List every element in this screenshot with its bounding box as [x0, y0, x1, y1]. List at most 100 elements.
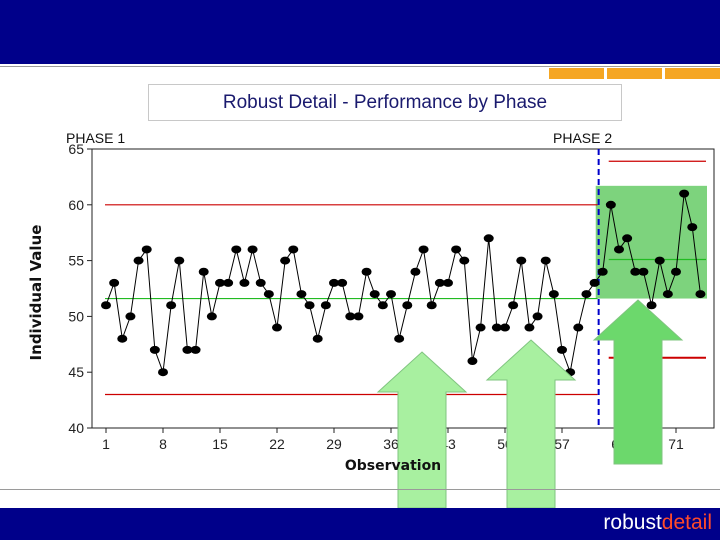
brand-suffix: detail — [661, 511, 712, 534]
data-point — [443, 278, 453, 287]
data-point — [255, 278, 266, 287]
data-point — [141, 245, 152, 254]
y-tick-label: 50 — [68, 308, 84, 324]
data-point — [671, 267, 681, 276]
control-limits — [105, 149, 706, 428]
data-point — [491, 323, 502, 332]
brand-prefix: robust — [603, 511, 662, 534]
data-point — [280, 256, 291, 265]
data-point — [182, 345, 193, 354]
data-point — [101, 301, 111, 310]
data-point — [190, 345, 201, 354]
data-point — [369, 290, 380, 299]
data-point — [272, 323, 282, 332]
data-point — [662, 290, 673, 299]
data-point — [475, 323, 486, 332]
slide-title: Robust Detail - Performance by Phase — [148, 84, 622, 121]
data-point — [402, 301, 413, 310]
data-point — [638, 267, 649, 276]
phase1-label: PHASE 1 — [66, 130, 125, 146]
data-point — [117, 334, 128, 343]
data-series — [101, 189, 706, 377]
data-point — [215, 278, 225, 287]
data-point — [532, 312, 543, 321]
data-point — [614, 245, 624, 254]
x-tick-label: 22 — [269, 436, 285, 452]
data-point — [459, 256, 470, 265]
y-tick-label: 40 — [68, 420, 84, 436]
improvement-arrows — [376, 299, 684, 508]
data-point — [304, 301, 315, 310]
improvement-arrow — [592, 299, 684, 465]
data-point — [377, 301, 388, 310]
data-point — [247, 245, 258, 254]
data-point — [394, 334, 405, 343]
improvement-arrow — [376, 351, 468, 508]
data-point — [410, 267, 421, 276]
data-point — [125, 312, 136, 321]
y-tick-label: 60 — [68, 197, 84, 213]
data-point — [320, 301, 331, 310]
data-point — [548, 290, 559, 299]
data-point — [231, 245, 242, 254]
data-point — [198, 267, 209, 276]
data-point — [426, 301, 437, 310]
data-point — [418, 245, 429, 254]
chart-labels: Observation Individual Value PHASE 1 PHASE … — [27, 130, 612, 474]
data-point — [679, 189, 690, 198]
data-point — [516, 256, 527, 265]
data-point — [483, 234, 494, 243]
x-tick-label: 57 — [554, 436, 570, 452]
data-point — [687, 223, 698, 232]
y-tick-label: 55 — [68, 253, 84, 269]
data-point — [508, 301, 519, 310]
footer-band — [0, 508, 720, 540]
data-point — [622, 234, 633, 243]
data-point — [557, 345, 567, 354]
accent-box — [549, 68, 604, 79]
data-point — [589, 278, 600, 287]
y-tick-label: 45 — [68, 364, 84, 380]
data-point — [166, 301, 177, 310]
data-point — [646, 301, 657, 310]
frame-line — [0, 489, 720, 490]
data-point — [337, 278, 348, 287]
data-point — [581, 290, 592, 299]
data-point — [467, 357, 478, 366]
accent-box — [607, 68, 662, 79]
data-point — [540, 256, 551, 265]
data-point — [654, 256, 665, 265]
x-axis-title: Observation — [345, 458, 441, 474]
improvement-arrow — [485, 339, 577, 508]
data-point — [109, 278, 120, 287]
x-tick-label: 29 — [326, 436, 342, 452]
x-tick-label: 36 — [383, 436, 399, 452]
data-point — [695, 290, 706, 299]
frame-line — [0, 66, 720, 67]
data-point — [329, 278, 339, 287]
data-point — [296, 290, 307, 299]
data-point — [158, 368, 168, 377]
data-point — [605, 200, 616, 209]
brand-logo: robustdetail — [603, 511, 712, 535]
data-point — [263, 290, 274, 299]
header-band — [0, 0, 720, 64]
control-chart: 40455055606518152229364350576471 Observa… — [27, 130, 715, 508]
accent-boxes — [549, 68, 720, 79]
accent-box — [665, 68, 720, 79]
data-point — [573, 323, 584, 332]
data-point — [149, 345, 160, 354]
data-point — [524, 323, 535, 332]
data-point — [223, 278, 234, 287]
y-tick-label: 65 — [68, 141, 84, 157]
data-point — [133, 256, 144, 265]
data-point — [206, 312, 217, 321]
data-point — [345, 312, 356, 321]
data-point — [353, 312, 364, 321]
data-point — [174, 256, 185, 265]
data-point — [239, 278, 250, 287]
y-axis-title: Individual Value — [27, 225, 45, 361]
data-point — [597, 267, 608, 276]
x-tick-label: 1 — [102, 436, 110, 452]
data-point — [434, 278, 445, 287]
